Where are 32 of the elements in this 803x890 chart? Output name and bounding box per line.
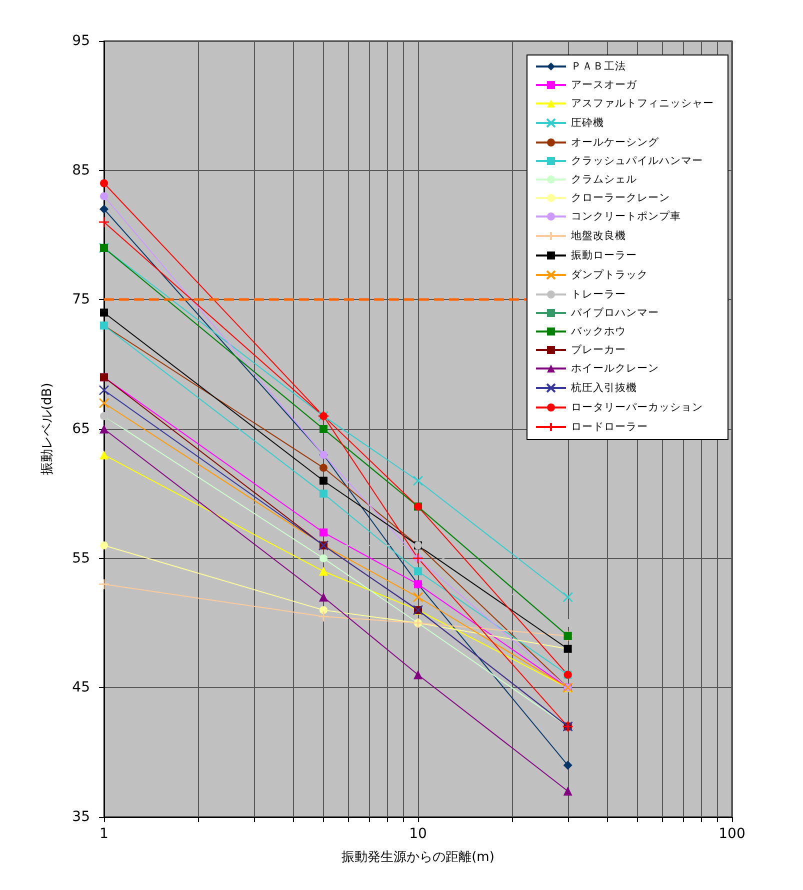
legend-label: ロータリーパーカッション — [571, 402, 703, 414]
y-tick-label: 35 — [72, 809, 90, 825]
legend-label: 杭圧入引抜機 — [570, 381, 637, 394]
legend-label: 振動ローラー — [571, 250, 637, 262]
legend-label: クラッシュパイルハンマー — [571, 155, 703, 167]
legend-label: アスファルトフィニッシャー — [571, 98, 714, 110]
legend-label: トレーラー — [571, 288, 626, 300]
y-axis-title: 振動レベル(dB) — [40, 382, 55, 476]
legend-label: オールケーシング — [571, 136, 660, 148]
legend-label: 地盤改良機 — [570, 229, 626, 242]
legend-label: アースオーガ — [571, 79, 638, 91]
y-tick-label: 95 — [72, 33, 90, 49]
legend-label: ダンプトラック — [571, 268, 648, 281]
y-tick-label: 55 — [72, 550, 90, 566]
legend-label: ホイールクレーン — [571, 362, 659, 374]
x-tick-label: 1 — [100, 826, 108, 842]
legend-label: バイブロハンマー — [570, 306, 659, 319]
legend-label: バックホウ — [570, 326, 626, 338]
legend-label: ロードローラー — [571, 421, 648, 433]
legend-label: 圧砕機 — [571, 117, 604, 129]
y-tick-label: 75 — [72, 292, 90, 308]
legend-label: ブレーカー — [571, 343, 626, 356]
legend-label: クローラークレーン — [571, 192, 670, 204]
x-tick-label: 100 — [718, 826, 746, 842]
legend-label: コンクリートポンプ車 — [571, 210, 681, 222]
y-tick-label: 85 — [72, 162, 90, 178]
legend-label: クラムシェル — [571, 174, 637, 186]
y-tick-label: 65 — [72, 421, 90, 437]
x-tick-label: 10 — [409, 826, 427, 842]
x-axis-title: 振動発生源からの距離(m) — [342, 850, 494, 865]
legend-label: ＰＡＢ工法 — [571, 60, 626, 72]
y-tick-label: 45 — [72, 680, 90, 696]
